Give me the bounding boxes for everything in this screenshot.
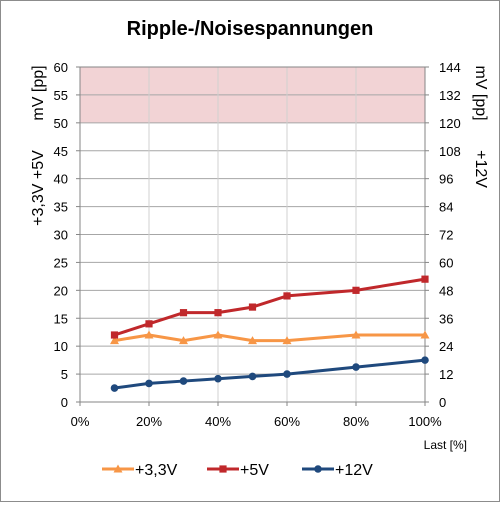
- y-tick-label-left: 30: [54, 228, 68, 243]
- series-line-12v: [114, 358, 426, 390]
- y-tick-label-left: 45: [54, 144, 68, 159]
- y-tick-label-right: 108: [439, 144, 461, 159]
- y-tick-label-right: 72: [439, 228, 453, 243]
- data-point-5v: [179, 309, 188, 317]
- data-point-5v: [110, 331, 119, 339]
- legend-label-12v: +12V: [335, 462, 373, 479]
- y-axis-left-title-units: mV [pp]: [30, 65, 47, 120]
- data-point-5v: [352, 286, 360, 294]
- y-tick-label-left: 60: [54, 60, 68, 75]
- data-point-12v: [283, 370, 291, 378]
- data-point-33v: [248, 336, 257, 345]
- y-tick-label-right: 84: [439, 200, 453, 215]
- data-point-33v: [351, 330, 361, 339]
- y-tick-label-left: 55: [54, 88, 68, 103]
- x-axis-title: Last [%]: [424, 438, 467, 452]
- y-tick-label-right: 12: [439, 367, 453, 382]
- y-tick-label-left: 50: [54, 116, 68, 131]
- data-point-5v: [248, 303, 257, 311]
- data-point-33v: [213, 330, 223, 339]
- x-tick-label: 20%: [136, 414, 162, 429]
- y-tick-label-left: 25: [54, 255, 68, 270]
- y-tick-label-right: 0: [439, 395, 446, 410]
- y-tick-label-left: 0: [61, 395, 68, 410]
- y-tick-label-right: 24: [439, 339, 453, 354]
- y-axis-left-title-series: +3,3V +5V: [30, 150, 47, 226]
- data-point-5v: [145, 320, 153, 328]
- data-point-5v: [421, 275, 429, 283]
- data-point-33v: [179, 336, 188, 345]
- x-tick-label: 40%: [205, 414, 231, 429]
- series-line-33v: [114, 333, 425, 343]
- data-point-33v: [282, 336, 292, 345]
- data-point-12v: [110, 384, 119, 392]
- y-tick-label-right: 132: [439, 88, 461, 103]
- y-tick-label-right: 60: [439, 255, 453, 270]
- legend: +3,3V +5V +12V: [102, 462, 373, 479]
- data-point-12v: [421, 356, 429, 364]
- legend-label-33v: +3,3V: [135, 462, 178, 479]
- data-point-12v: [248, 372, 257, 381]
- series-line-5v: [114, 277, 426, 337]
- legend-marker-33v: [113, 464, 123, 473]
- y-tick-label-right: 36: [439, 311, 453, 326]
- y-tick-label-right: 48: [439, 283, 453, 298]
- y-tick-label-right: 120: [439, 116, 461, 131]
- data-point-12v: [214, 374, 222, 383]
- data-point-12v: [352, 363, 360, 371]
- y-tick-label-left: 5: [61, 367, 68, 382]
- y-tick-label-left: 35: [54, 200, 68, 215]
- y-tick-label-right: 96: [439, 172, 453, 187]
- x-tick-label: 0%: [71, 414, 90, 429]
- chart-title: Ripple-/Noisespannungen: [127, 18, 374, 40]
- x-tick-label: 80%: [343, 414, 369, 429]
- plot-area-border: [79, 66, 426, 403]
- y-tick-label-left: 40: [54, 172, 68, 187]
- data-point-12v: [145, 379, 153, 388]
- y-tick-label-left: 15: [54, 311, 68, 326]
- legend-marker-5v: [219, 465, 227, 473]
- data-point-33v: [420, 330, 430, 339]
- data-point-33v: [144, 330, 154, 339]
- y-axis-right-title-series: +12V: [472, 150, 489, 188]
- x-tick-label: 60%: [274, 414, 300, 429]
- legend-marker-12v: [314, 465, 322, 473]
- x-tick-label: 100%: [408, 414, 442, 429]
- data-point-5v: [283, 292, 291, 300]
- legend-label-5v: +5V: [240, 462, 269, 479]
- y-tick-label-right: 144: [439, 60, 461, 75]
- data-point-33v: [110, 336, 119, 345]
- y-tick-label-left: 20: [54, 283, 68, 298]
- y-axis-right-title-units: mV [pp]: [472, 65, 489, 120]
- data-point-12v: [179, 377, 188, 385]
- y-tick-label-left: 10: [54, 339, 68, 354]
- data-point-5v: [214, 309, 222, 317]
